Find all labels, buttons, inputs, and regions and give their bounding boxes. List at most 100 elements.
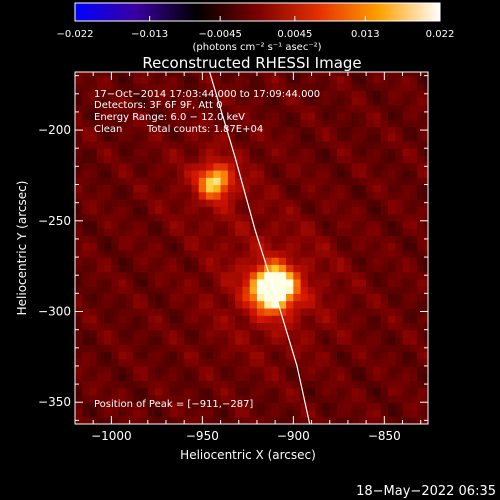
heatmap-cell bbox=[162, 97, 171, 106]
heatmap-cell bbox=[402, 315, 411, 323]
heatmap-cell bbox=[307, 409, 316, 418]
heatmap-cell bbox=[417, 213, 425, 222]
heatmap-cell bbox=[198, 228, 207, 236]
heatmap-cell bbox=[278, 402, 287, 411]
heatmap-cell bbox=[118, 148, 127, 157]
heatmap-cell bbox=[220, 307, 229, 316]
heatmap-cell bbox=[373, 162, 382, 171]
heatmap-cell bbox=[184, 257, 193, 265]
heatmap-cell bbox=[387, 242, 396, 251]
heatmap-cell bbox=[82, 300, 91, 309]
heatmap-cell bbox=[133, 344, 142, 353]
heatmap-cell bbox=[242, 169, 251, 178]
heatmap-cell bbox=[278, 307, 287, 316]
heatmap-cell bbox=[315, 257, 324, 265]
heatmap-cell bbox=[366, 387, 375, 396]
heatmap-cell bbox=[293, 351, 302, 360]
heatmap-cell bbox=[213, 220, 222, 229]
heatmap-cell bbox=[235, 177, 243, 186]
heatmap-cell bbox=[249, 307, 258, 316]
heatmap-cell bbox=[169, 111, 178, 120]
heatmap-cell bbox=[96, 133, 105, 142]
heatmap-cell bbox=[315, 387, 324, 396]
heatmap-cell bbox=[395, 126, 404, 135]
colorbar-label: (photons cm⁻² s⁻¹ asec⁻²) bbox=[192, 42, 321, 53]
heatmap-cell bbox=[329, 344, 338, 353]
heatmap-cell bbox=[256, 75, 265, 84]
heatmap-cell bbox=[387, 220, 396, 229]
heatmap-cell bbox=[300, 126, 309, 135]
heatmap-cell bbox=[264, 307, 273, 316]
heatmap-cell bbox=[89, 387, 98, 396]
heatmap-cell bbox=[125, 155, 134, 164]
heatmap-cell bbox=[104, 206, 112, 215]
heatmap-cell bbox=[133, 315, 142, 323]
heatmap-cell bbox=[366, 191, 375, 200]
heatmap-cell bbox=[351, 387, 360, 396]
heatmap-cell bbox=[242, 351, 251, 360]
heatmap-cell bbox=[133, 75, 142, 84]
heatmap-cell bbox=[140, 133, 149, 142]
heatmap-cell bbox=[286, 126, 294, 135]
heatmap-cell bbox=[373, 387, 382, 396]
heatmap-cell bbox=[133, 336, 142, 345]
heatmap-cell bbox=[147, 344, 156, 353]
heatmap-cell bbox=[227, 90, 236, 98]
heatmap-cell bbox=[249, 97, 258, 106]
heatmap-cell bbox=[242, 307, 251, 316]
heatmap-cell bbox=[351, 140, 360, 149]
heatmap-cell bbox=[300, 104, 309, 113]
heatmap-cell bbox=[249, 358, 258, 367]
heatmap-cell bbox=[344, 344, 353, 353]
heatmap-cell bbox=[380, 315, 389, 323]
heatmap-cell bbox=[337, 111, 345, 120]
heatmap-cell bbox=[96, 402, 105, 411]
heatmap-cell bbox=[337, 365, 345, 374]
heatmap-cell bbox=[235, 358, 243, 367]
heatmap-cell bbox=[402, 104, 411, 113]
heatmap-cell bbox=[300, 242, 309, 251]
heatmap-cell bbox=[358, 329, 367, 338]
heatmap-cell bbox=[351, 206, 360, 215]
heatmap-cell bbox=[96, 75, 105, 84]
heatmap-cell bbox=[184, 358, 193, 367]
heatmap-cell bbox=[329, 336, 338, 345]
heatmap-cell bbox=[278, 199, 287, 207]
heatmap-cell bbox=[82, 307, 91, 316]
heatmap-cell bbox=[75, 206, 83, 215]
heatmap-cell bbox=[387, 373, 396, 382]
heatmap-cell bbox=[278, 380, 287, 389]
heatmap-cell bbox=[395, 402, 404, 411]
heatmap-cell bbox=[329, 264, 338, 273]
heatmap-cell bbox=[111, 213, 120, 222]
heatmap-cell bbox=[380, 242, 389, 251]
heatmap-cell bbox=[256, 264, 265, 273]
heatmap-cell bbox=[387, 336, 396, 345]
heatmap-cell bbox=[191, 264, 200, 273]
heatmap-cell bbox=[249, 365, 258, 374]
heatmap-cell bbox=[366, 111, 375, 120]
heatmap-cell bbox=[118, 72, 127, 77]
heatmap-cell bbox=[89, 220, 98, 229]
heatmap-cell bbox=[198, 409, 207, 418]
heatmap-cell bbox=[133, 140, 142, 149]
heatmap-cell bbox=[307, 162, 316, 171]
heatmap-cell bbox=[358, 416, 367, 424]
heatmap-cell bbox=[198, 257, 207, 265]
heatmap-cell bbox=[409, 373, 418, 382]
heatmap-cell bbox=[256, 148, 265, 157]
heatmap-cell bbox=[220, 264, 229, 273]
heatmap-cell bbox=[366, 140, 375, 149]
heatmap-cell bbox=[220, 148, 229, 157]
colorbar-tick-label: 0.0045 bbox=[277, 29, 312, 40]
heatmap-cell bbox=[358, 213, 367, 222]
heatmap-cell bbox=[373, 177, 382, 186]
heatmap-cell bbox=[191, 365, 200, 374]
heatmap-cell bbox=[395, 72, 404, 77]
heatmap-cell bbox=[373, 206, 382, 215]
heatmap-cell bbox=[315, 213, 324, 222]
heatmap-cell bbox=[169, 293, 178, 302]
heatmap-cell bbox=[387, 119, 396, 128]
heatmap-cell bbox=[111, 249, 120, 258]
heatmap-cell bbox=[366, 257, 375, 265]
